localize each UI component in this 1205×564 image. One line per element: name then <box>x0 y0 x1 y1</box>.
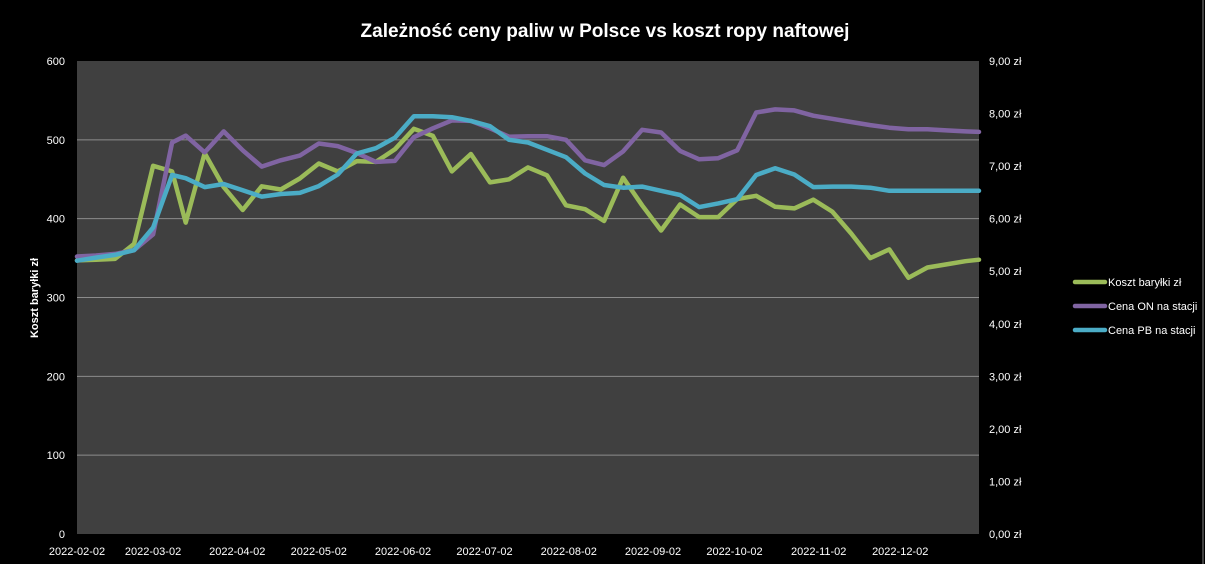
x-tick-label: 2022-08-02 <box>541 546 597 558</box>
y2-tick-label: 1,00 zł <box>989 476 1022 488</box>
series-line-1 <box>74 126 982 281</box>
series-line-3 <box>74 113 982 263</box>
y2-tick-label: 9,00 zł <box>989 56 1022 68</box>
y2-tick-label: 6,00 zł <box>989 214 1022 226</box>
y2-tick-label: 4,00 zł <box>989 319 1022 331</box>
y-tick-label: 200 <box>47 371 65 383</box>
legend-label: Cena PB na stacji <box>1108 325 1195 337</box>
x-axis: 2022-02-02 2022-03-02 2022-04-02 2022-05-02… <box>49 546 928 558</box>
y2-tick-label: 8,00 zł <box>989 109 1022 121</box>
x-tick-label: 2022-05-02 <box>291 546 347 558</box>
x-tick-label: 2022-02-02 <box>49 546 105 558</box>
x-tick-label: 2022-04-02 <box>209 546 265 558</box>
legend: Koszt baryłki zł Cena ON na stacji Cena PB… <box>1072 277 1197 337</box>
series-lines <box>74 107 982 281</box>
y-tick-label: 100 <box>47 450 65 462</box>
y-axis-title: Koszt baryłki zł <box>29 258 41 338</box>
legend-label: Koszt baryłki zł <box>1108 277 1182 289</box>
gridlines <box>77 139 979 456</box>
x-tick-label: 2022-07-02 <box>456 546 512 558</box>
y-tick-label: 500 <box>47 135 65 147</box>
y2-tick-label: 0,00 zł <box>989 529 1022 541</box>
y2-tick-label: 2,00 zł <box>989 424 1022 436</box>
y-axis-left: 0 100 200 300 400 500 600 <box>47 56 65 541</box>
y2-tick-label: 7,00 zł <box>989 161 1022 173</box>
x-tick-label: 2022-06-02 <box>375 546 431 558</box>
x-tick-label: 2022-03-02 <box>125 546 181 558</box>
y-tick-label: 600 <box>47 56 65 68</box>
x-tick-label: 2022-09-02 <box>625 546 681 558</box>
y2-tick-label: 5,00 zł <box>989 266 1022 278</box>
x-tick-label: 2022-11-02 <box>791 546 846 558</box>
y-tick-label: 0 <box>59 529 65 541</box>
legend-label: Cena ON na stacji <box>1108 301 1197 313</box>
x-tick-label: 2022-10-02 <box>706 546 762 558</box>
y-tick-label: 300 <box>47 293 65 305</box>
y-tick-label: 400 <box>47 214 65 226</box>
x-tick-label: 2022-12-02 <box>872 546 928 558</box>
y2-tick-label: 3,00 zł <box>989 371 1022 383</box>
series-line-2 <box>74 107 982 259</box>
chart-title: Zależność ceny paliw w Polsce vs koszt r… <box>361 21 850 42</box>
y-axis-right: 0,00 zł 1,00 zł 2,00 zł 3,00 zł 4,00 zł 5,00 … <box>989 56 1022 541</box>
